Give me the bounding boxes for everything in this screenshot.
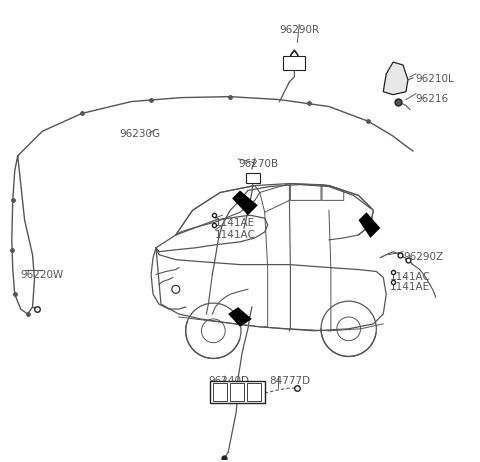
Text: 96240D: 96240D: [208, 376, 250, 386]
Polygon shape: [383, 62, 408, 95]
Text: 96230G: 96230G: [120, 129, 161, 139]
Text: 96290R: 96290R: [279, 24, 319, 35]
FancyBboxPatch shape: [213, 383, 227, 401]
FancyBboxPatch shape: [284, 56, 305, 70]
Text: 1141AE: 1141AE: [216, 218, 255, 228]
Text: 96216: 96216: [416, 94, 449, 103]
Text: 1141AE: 1141AE: [390, 282, 430, 292]
Text: 96290Z: 96290Z: [403, 252, 443, 262]
Polygon shape: [232, 190, 258, 215]
Text: 1141AC: 1141AC: [390, 272, 431, 281]
Text: 96220W: 96220W: [21, 269, 64, 280]
FancyBboxPatch shape: [230, 383, 244, 401]
Text: 1141AC: 1141AC: [216, 230, 256, 240]
FancyBboxPatch shape: [247, 383, 261, 401]
FancyBboxPatch shape: [246, 173, 260, 182]
Polygon shape: [359, 212, 380, 238]
Text: 96270B: 96270B: [238, 159, 278, 169]
Text: 84777D: 84777D: [270, 376, 311, 386]
Text: 96210L: 96210L: [416, 74, 455, 84]
FancyBboxPatch shape: [210, 381, 264, 403]
Polygon shape: [228, 307, 252, 327]
